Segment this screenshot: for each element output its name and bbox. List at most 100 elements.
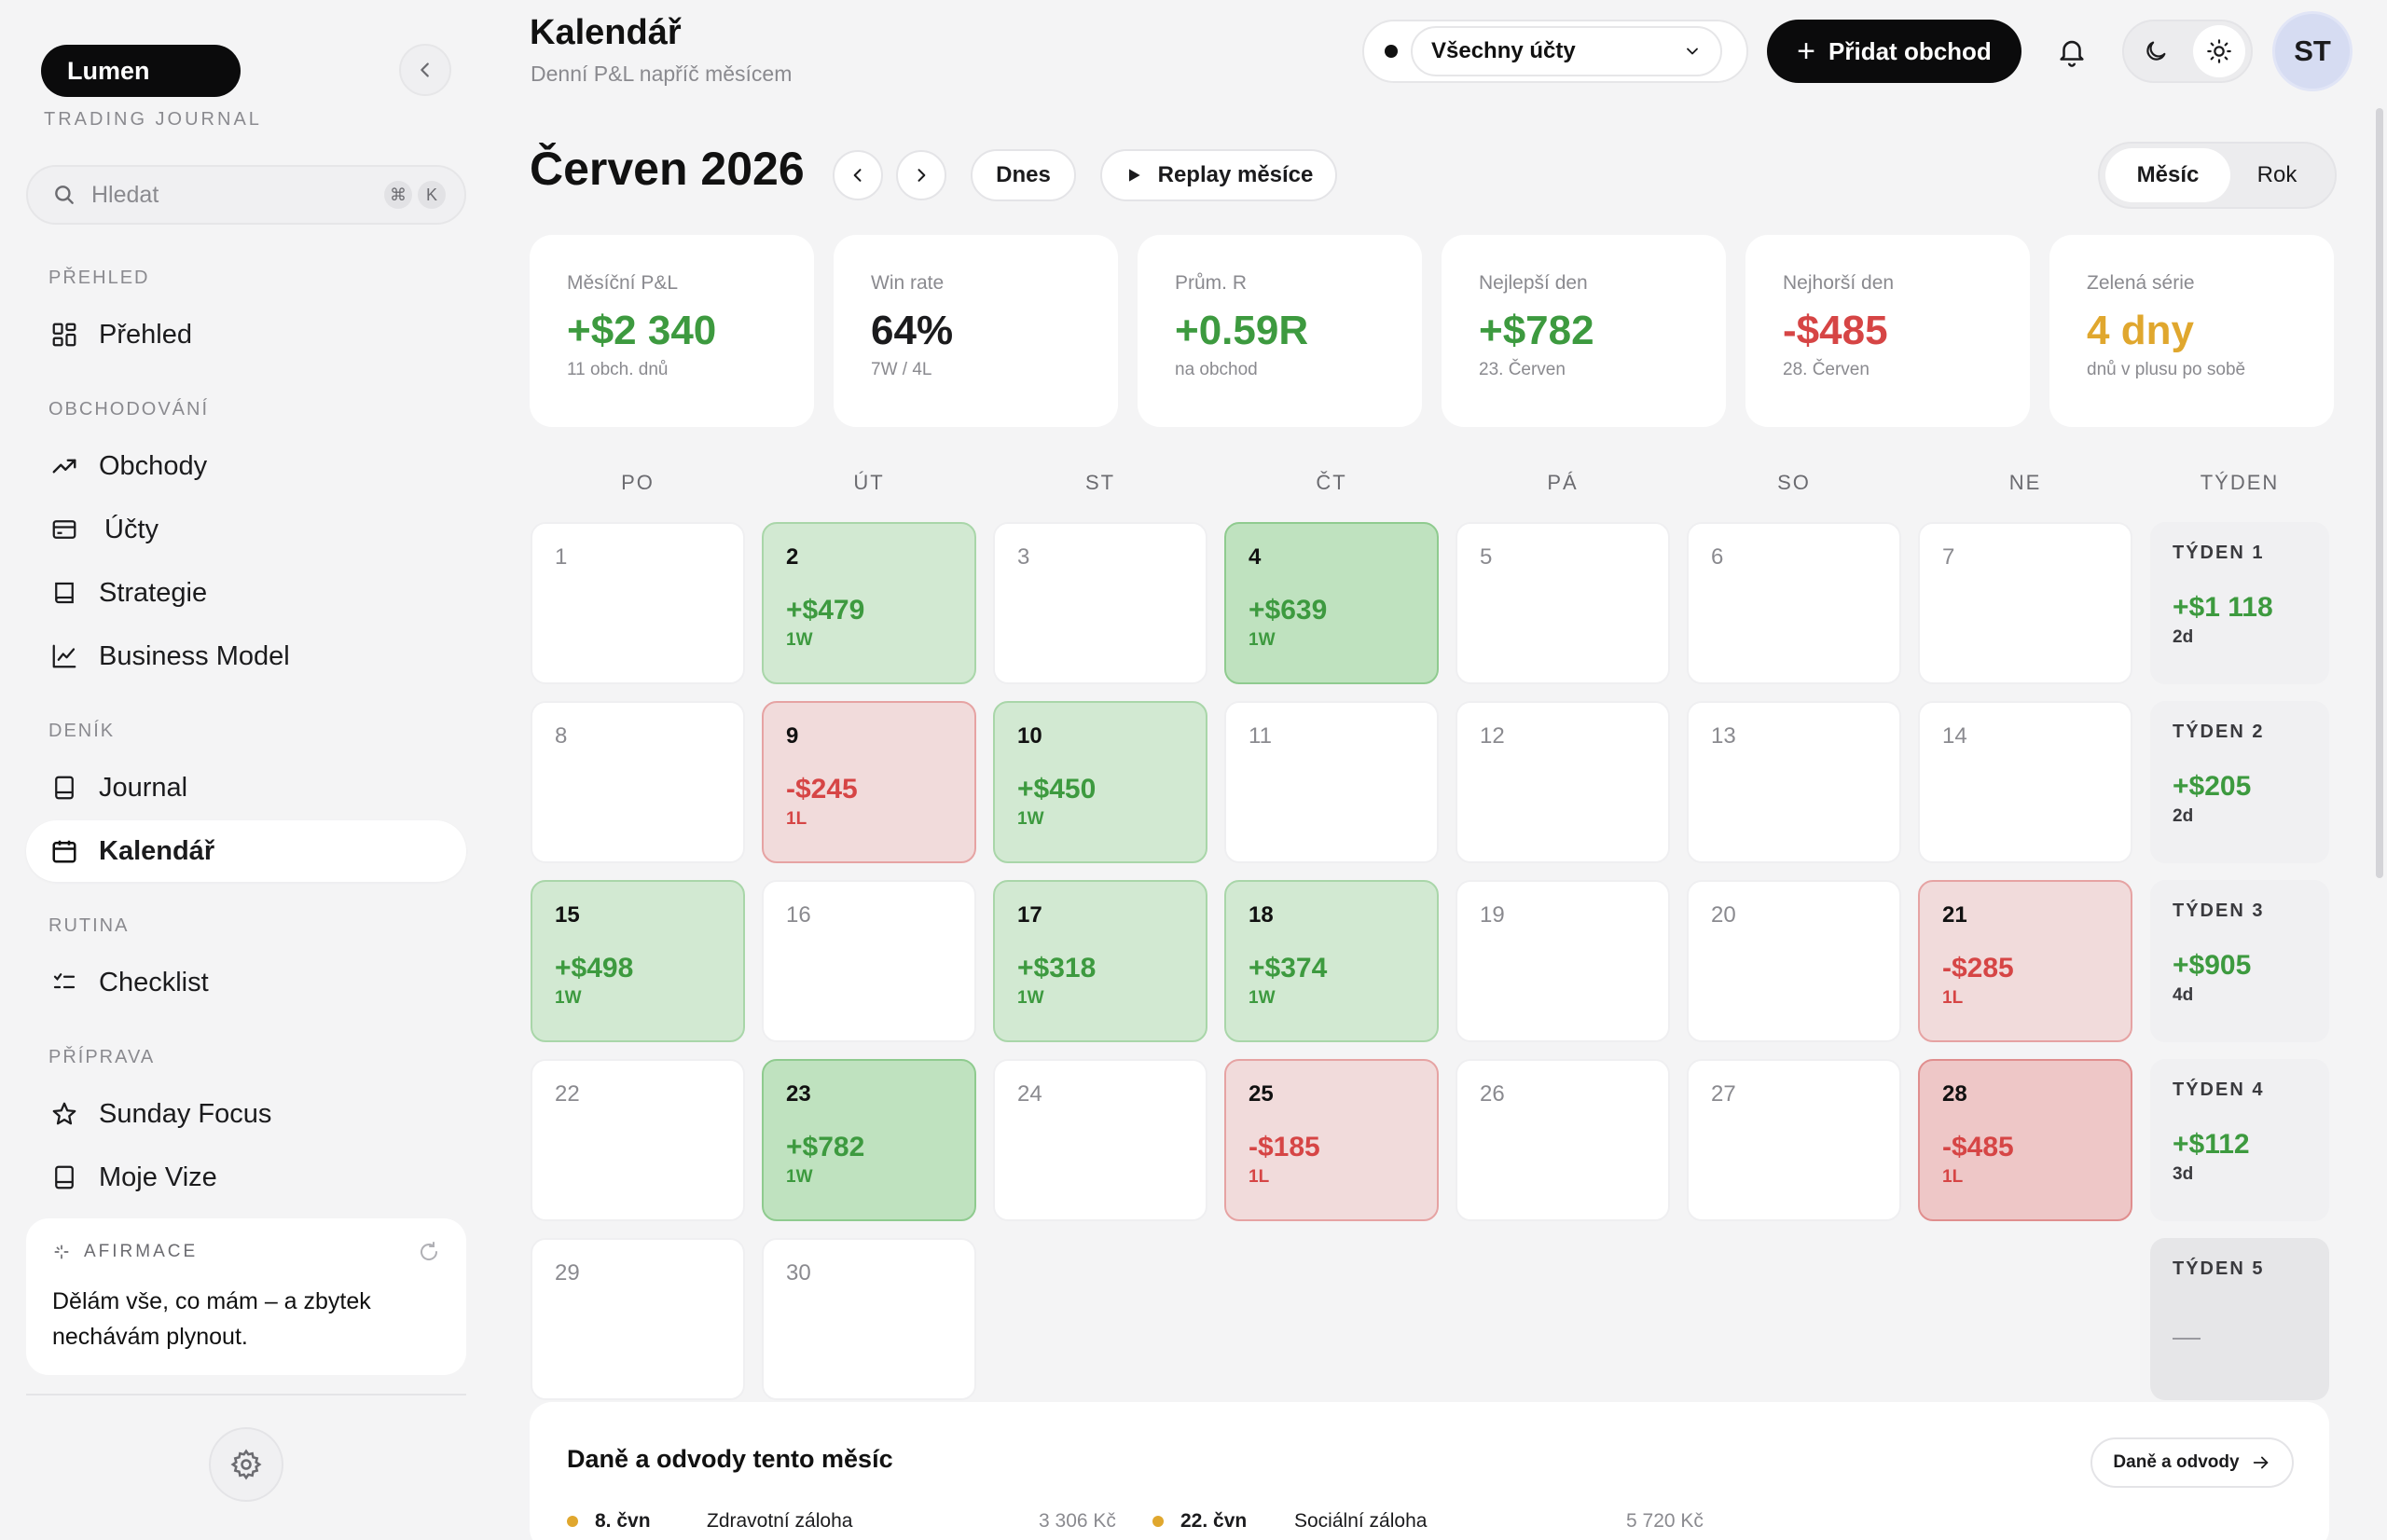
- account-select[interactable]: Všechny účty: [1411, 26, 1722, 76]
- chevron-left-icon: [421, 62, 429, 77]
- calendar-day[interactable]: 16: [762, 880, 976, 1042]
- sidebar-item-checklist[interactable]: Checklist: [26, 952, 466, 1013]
- calendar-day[interactable]: 12: [1456, 701, 1670, 863]
- light-mode-button[interactable]: [2193, 25, 2245, 77]
- notebook-icon: [48, 1162, 80, 1193]
- day-pnl: +$450: [1017, 774, 1097, 804]
- calendar-day[interactable]: 9 -$245 1L: [762, 701, 976, 863]
- stat-card: Zelená série 4 dny dnů v plusu po sobě: [2049, 235, 2334, 427]
- sidebar-item-strategy[interactable]: Strategie: [26, 562, 466, 624]
- week-empty-dash: [2173, 1338, 2201, 1340]
- sidebar-item-label: Strategie: [99, 577, 208, 608]
- day-number: 24: [1017, 1081, 1042, 1107]
- day-number: 11: [1249, 723, 1272, 749]
- sidebar-item-my-vision[interactable]: Moje Vize: [26, 1147, 466, 1208]
- calendar-day[interactable]: 21 -$285 1L: [1918, 880, 2132, 1042]
- week-days-traded: 3d: [2173, 1164, 2194, 1184]
- calendar-day[interactable]: 1: [531, 522, 745, 684]
- add-trade-button[interactable]: + Přidat obchod: [1767, 20, 2021, 83]
- day-win-loss: 1W: [1249, 630, 1276, 650]
- sidebar-item-overview[interactable]: Přehled: [26, 304, 466, 365]
- calendar-day[interactable]: 2 +$479 1W: [762, 522, 976, 684]
- day-win-loss: 1W: [555, 988, 582, 1008]
- chevron-left-icon: [853, 169, 862, 182]
- calendar-day[interactable]: 13: [1687, 701, 1901, 863]
- taxes-button[interactable]: Daně a odvody: [2090, 1437, 2294, 1488]
- calendar-day[interactable]: 8: [531, 701, 745, 863]
- calendar-day[interactable]: 10 +$450 1W: [993, 701, 1207, 863]
- day-number: 23: [786, 1081, 811, 1107]
- calendar-day[interactable]: 24: [993, 1059, 1207, 1221]
- calendar-day[interactable]: 6: [1687, 522, 1901, 684]
- sidebar-item-accounts[interactable]: Účty: [26, 499, 466, 560]
- refresh-icon[interactable]: [418, 1241, 440, 1263]
- account-filter: Všechny účty: [1362, 20, 1748, 83]
- calendar-day[interactable]: 19: [1456, 880, 1670, 1042]
- week-summary: TÝDEN 2 +$205 2d: [2150, 701, 2329, 863]
- calendar-day[interactable]: 5: [1456, 522, 1670, 684]
- next-month-button[interactable]: [896, 150, 946, 200]
- calendar-day[interactable]: 28 -$485 1L: [1918, 1059, 2132, 1221]
- calendar-day[interactable]: 11: [1224, 701, 1439, 863]
- calendar-day[interactable]: 22: [531, 1059, 745, 1221]
- view-month-button[interactable]: Měsíc: [2105, 148, 2230, 202]
- day-pnl: -$285: [1942, 953, 2014, 983]
- sidebar-item-business-model[interactable]: Business Model: [26, 626, 466, 687]
- section-label-prep: PŘÍPRAVA: [48, 1047, 156, 1067]
- calendar-day[interactable]: 20: [1687, 880, 1901, 1042]
- app-logo[interactable]: Lumen: [41, 45, 241, 97]
- calendar-day[interactable]: 15 +$498 1W: [531, 880, 745, 1042]
- weekday-header: ČT: [1316, 471, 1347, 494]
- calendar-day[interactable]: 29: [531, 1238, 745, 1400]
- calendar-day[interactable]: 14: [1918, 701, 2132, 863]
- line-chart-icon: [48, 640, 80, 672]
- day-win-loss: 1W: [786, 630, 813, 650]
- week-days-traded: 4d: [2173, 985, 2194, 1005]
- avatar[interactable]: ST: [2272, 11, 2353, 91]
- today-button[interactable]: Dnes: [971, 149, 1076, 201]
- calendar-day[interactable]: 23 +$782 1W: [762, 1059, 976, 1221]
- dark-mode-button[interactable]: [2130, 25, 2182, 77]
- calendar-day[interactable]: 25 -$185 1L: [1224, 1059, 1439, 1221]
- search-icon: [55, 186, 74, 204]
- calendar-day[interactable]: 30: [762, 1238, 976, 1400]
- search-input[interactable]: Hledat ⌘ K: [26, 165, 466, 225]
- stat-card: Win rate 64% 7W / 4L: [834, 235, 1118, 427]
- calendar-day[interactable]: 18 +$374 1W: [1224, 880, 1439, 1042]
- tax-name: Sociální záloha: [1294, 1510, 1428, 1532]
- calendar-day[interactable]: 17 +$318 1W: [993, 880, 1207, 1042]
- previous-month-button[interactable]: [833, 150, 883, 200]
- calendar-day[interactable]: 7: [1918, 522, 2132, 684]
- stat-value: +$782: [1479, 308, 1594, 353]
- calendar-day[interactable]: 26: [1456, 1059, 1670, 1221]
- arrow-right-icon: [2253, 1456, 2268, 1469]
- stat-label: Nejhorší den: [1783, 272, 1895, 294]
- account-status-dot: [1385, 45, 1398, 58]
- settings-button[interactable]: [209, 1427, 283, 1502]
- week-pnl: +$205: [2173, 771, 2252, 802]
- weekday-header: PO: [621, 471, 655, 494]
- sidebar-item-sunday-focus[interactable]: Sunday Focus: [26, 1083, 466, 1145]
- collapse-sidebar-button[interactable]: [399, 44, 451, 96]
- tax-due-dot: [1152, 1516, 1164, 1527]
- day-number: 10: [1017, 723, 1042, 749]
- stat-label: Zelená série: [2087, 272, 2195, 294]
- calendar-day[interactable]: 4 +$639 1W: [1224, 522, 1439, 684]
- day-number: 15: [555, 902, 580, 928]
- account-select-value: Všechny účty: [1431, 38, 1576, 63]
- sidebar-item-journal[interactable]: Journal: [26, 757, 466, 818]
- view-year-button[interactable]: Rok: [2256, 162, 2297, 187]
- calendar-day[interactable]: 27: [1687, 1059, 1901, 1221]
- tax-date: 22. čvn: [1180, 1510, 1248, 1532]
- scrollbar[interactable]: [2376, 108, 2383, 878]
- day-number: 29: [555, 1260, 580, 1286]
- stat-label: Měsíční P&L: [567, 272, 679, 294]
- notifications-button[interactable]: [2051, 31, 2092, 72]
- replay-month-button[interactable]: Replay měsíce: [1100, 149, 1337, 201]
- sidebar-item-calendar[interactable]: Kalendář: [26, 820, 466, 882]
- day-number: 25: [1249, 1081, 1274, 1107]
- calendar-day[interactable]: 3: [993, 522, 1207, 684]
- section-label-overview: PŘEHLED: [48, 268, 150, 288]
- sidebar-item-trades[interactable]: Obchody: [26, 435, 466, 497]
- week-days-traded: 2d: [2173, 806, 2194, 826]
